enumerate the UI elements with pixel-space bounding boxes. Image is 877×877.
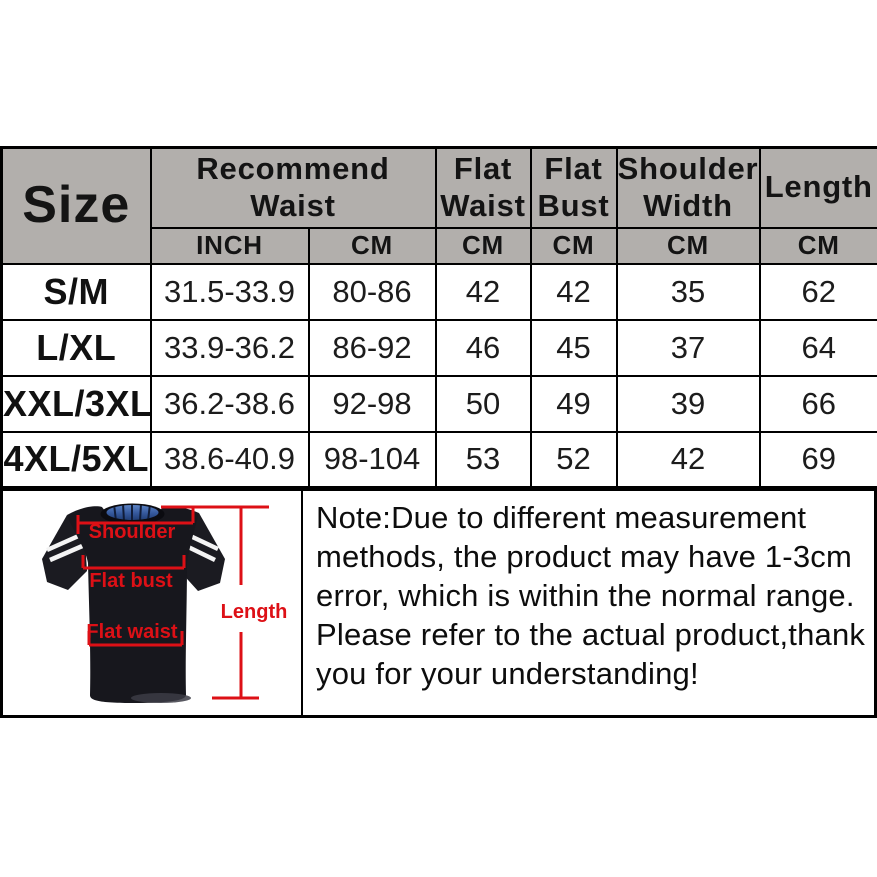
cell-length: 62	[758, 262, 877, 321]
unit-cm-shoulder: CM	[615, 226, 761, 265]
header-flat-waist: Flat Waist	[434, 146, 532, 229]
note-text: Note:Due to different measurement method…	[316, 500, 866, 691]
tshirt-body	[67, 506, 199, 703]
cell-recommend-cm: 98-104	[307, 430, 437, 489]
cell-flat-waist: 50	[434, 374, 532, 433]
table-row: XXL/3XL 36.2-38.6 92-98 50 49 39 66	[0, 374, 877, 433]
cell-size: L/XL	[0, 318, 152, 377]
header-shoulder-width: Shoulder Width	[615, 146, 761, 229]
cell-recommend-inch: 36.2-38.6	[149, 374, 310, 433]
header-length: Length	[758, 146, 877, 229]
unit-cm-recommend: CM	[307, 226, 437, 265]
tshirt-svg: Shoulder Flat bust Flat waist Length	[42, 503, 288, 703]
unit-cm-flat-waist: CM	[434, 226, 532, 265]
cell-length: 64	[758, 318, 877, 377]
unit-inch: INCH	[149, 226, 310, 265]
table-row: 4XL/5XL 38.6-40.9 98-104 53 52 42 69	[0, 430, 877, 489]
header-size: Size	[0, 146, 152, 265]
shoulder-label: Shoulder	[89, 521, 176, 543]
cell-shoulder-width: 35	[615, 262, 761, 321]
cell-recommend-inch: 38.6-40.9	[149, 430, 310, 489]
bottom-section: Shoulder Flat bust Flat waist Length Not…	[0, 488, 877, 718]
cell-flat-bust: 52	[529, 430, 618, 489]
cell-shoulder-width: 39	[615, 374, 761, 433]
hem-highlight	[131, 693, 191, 703]
unit-cm-length: CM	[758, 226, 877, 265]
cell-recommend-inch: 31.5-33.9	[149, 262, 310, 321]
size-table: Size Recommend Waist Flat Waist Flat Bus…	[0, 146, 877, 489]
cell-shoulder-width: 42	[615, 430, 761, 489]
cell-flat-waist: 53	[434, 430, 532, 489]
header-flat-bust: Flat Bust	[529, 146, 618, 229]
length-label: Length	[221, 601, 288, 623]
cell-length: 69	[758, 430, 877, 489]
cell-flat-waist: 46	[434, 318, 532, 377]
unit-cm-flat-bust: CM	[529, 226, 618, 265]
header-recommend-waist: Recommend Waist	[149, 146, 437, 229]
flat-waist-label: Flat waist	[86, 621, 177, 643]
flat-bust-label: Flat bust	[89, 570, 173, 592]
cell-flat-bust: 45	[529, 318, 618, 377]
cell-shoulder-width: 37	[615, 318, 761, 377]
measurement-lines	[76, 505, 269, 700]
cell-flat-waist: 42	[434, 262, 532, 321]
cell-length: 66	[758, 374, 877, 433]
cell-flat-bust: 42	[529, 262, 618, 321]
cell-recommend-inch: 33.9-36.2	[149, 318, 310, 377]
cell-size: XXL/3XL	[0, 374, 152, 433]
cell-recommend-cm: 80-86	[307, 262, 437, 321]
tshirt-diagram: Shoulder Flat bust Flat waist Length	[3, 491, 303, 715]
table-row: L/XL 33.9-36.2 86-92 46 45 37 64	[0, 318, 877, 377]
collar	[100, 503, 165, 525]
cell-size: 4XL/5XL	[0, 430, 152, 489]
cell-flat-bust: 49	[529, 374, 618, 433]
cell-recommend-cm: 86-92	[307, 318, 437, 377]
cell-recommend-cm: 92-98	[307, 374, 437, 433]
cell-size: S/M	[0, 262, 152, 321]
table-row: S/M 31.5-33.9 80-86 42 42 35 62	[0, 262, 877, 321]
